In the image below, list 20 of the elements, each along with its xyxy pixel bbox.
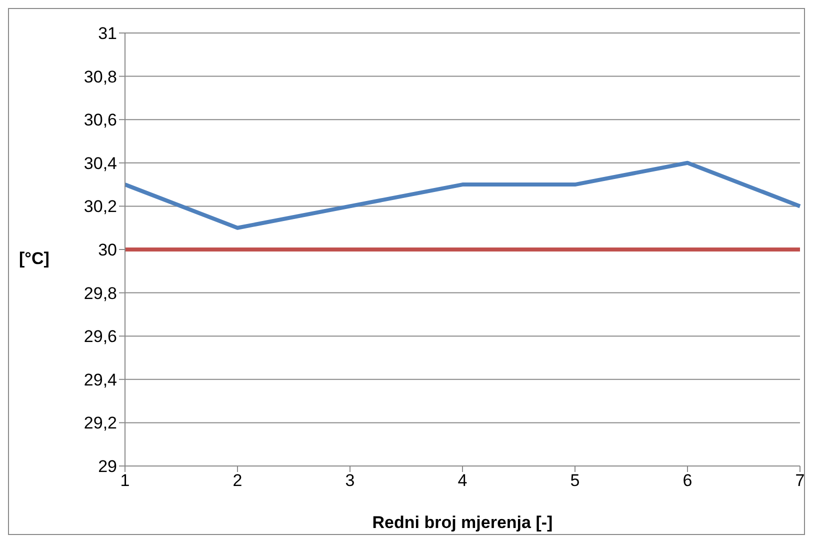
x-tick-label: 4 — [458, 471, 468, 490]
x-tick-label: 7 — [795, 471, 805, 490]
y-tick-label: 29,2 — [84, 414, 117, 433]
x-tick-label: 6 — [682, 471, 692, 490]
y-tick-label: 29 — [98, 457, 117, 476]
y-tick-label: 29,8 — [84, 284, 117, 303]
y-tick-label: 30 — [98, 240, 117, 260]
y-tick-label: 29,4 — [84, 370, 117, 390]
x-tick-label: 3 — [345, 471, 355, 490]
x-tick-label: 5 — [570, 471, 580, 490]
x-tick-label: 1 — [120, 471, 130, 490]
y-tick-label: 30,8 — [84, 67, 117, 86]
y-tick-label: 31 — [98, 24, 117, 44]
y-axis-title: [°C] — [19, 249, 50, 269]
x-axis-title: Redni broj mjerenja [-] — [372, 513, 553, 532]
y-tick-label: 29,6 — [84, 327, 117, 346]
y-tick-label: 30,2 — [84, 197, 117, 216]
x-tick-label: 2 — [232, 471, 242, 490]
y-tick-label: 30,6 — [84, 110, 117, 130]
y-tick-label: 30,4 — [84, 154, 117, 173]
